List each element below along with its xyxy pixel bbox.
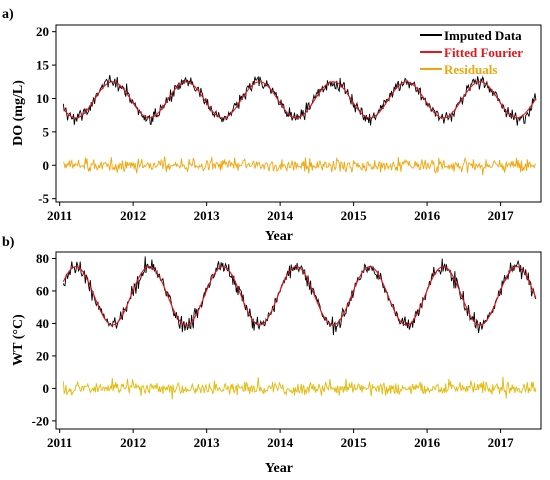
a-x-tick-label: 2012 [120,208,146,223]
legend: Imputed Data Fitted Fourier Residuals [420,28,523,77]
panel-b-x-axis: 2011 2012 2013 2014 2015 2016 2017 [47,429,514,450]
b-x-tick-label: 2015 [341,435,368,450]
b-x-tick-label: 2017 [488,435,515,450]
legend-label-residuals: Residuals [444,62,497,77]
a-fitted-line [62,81,537,119]
panel-a-x-label: Year [265,229,293,244]
b-y-tick-label: 60 [36,283,49,298]
b-x-tick-label: 2014 [267,435,294,450]
panel-a-y-label: DO (mg/L) [11,80,26,146]
b-y-tick-label: 80 [36,251,49,266]
panel-b-plot-area [55,251,542,430]
panel-b-y-label: WT (°C) [11,314,26,366]
a-y-tick-label: 15 [36,58,50,73]
a-y-tick-label: 10 [36,91,49,106]
panel-b-label: b) [2,235,15,250]
a-y-tick-label: 20 [36,24,49,39]
b-x-tick-label: 2011 [47,435,72,450]
a-x-tick-label: 2015 [341,208,368,223]
a-x-tick-label: 2011 [47,208,72,223]
panel-a-plot-area [55,24,542,203]
b-y-tick-label: -20 [32,413,49,428]
b-y-tick-label: 0 [43,381,50,396]
panel-a-y-axis: -5 0 5 10 15 20 [36,24,56,206]
a-x-tick-label: 2016 [414,208,441,223]
panel-b-series [62,256,537,400]
b-fitted-line [62,266,537,326]
b-x-tick-label: 2012 [120,435,146,450]
b-x-tick-label: 2016 [414,435,441,450]
a-x-tick-label: 2017 [488,208,515,223]
panel-b-y-axis: -20 0 20 40 60 80 [32,251,56,428]
b-x-tick-label: 2013 [194,435,221,450]
a-y-tick-label: 5 [43,124,50,139]
a-y-tick-label: -5 [38,191,49,206]
panel-a-x-axis: 2011 2012 2013 2014 2015 2016 2017 [47,202,514,223]
a-y-tick-label: 0 [43,158,50,173]
panel-a-label: a) [2,7,14,22]
panel-b: b) -20 0 20 40 60 80 2011 2012 2013 2014 2015 2016… [2,235,542,476]
b-y-tick-label: 20 [36,348,49,363]
a-x-tick-label: 2013 [194,208,221,223]
panel-a-series [62,74,537,176]
a-residuals-line [62,156,537,176]
panel-b-x-label: Year [265,461,293,476]
b-residuals-line [62,376,537,400]
a-imputed-line [62,74,537,126]
legend-label-fitted: Fitted Fourier [444,45,523,60]
legend-label-imputed: Imputed Data [444,28,522,43]
b-y-tick-label: 40 [36,316,49,331]
a-x-tick-label: 2014 [267,208,294,223]
